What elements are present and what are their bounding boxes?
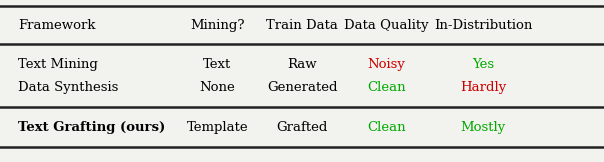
Text: Data Quality: Data Quality bbox=[344, 19, 429, 32]
Text: Data Synthesis: Data Synthesis bbox=[18, 81, 118, 94]
Text: Noisy: Noisy bbox=[368, 58, 405, 71]
Text: Clean: Clean bbox=[367, 81, 406, 94]
Text: Clean: Clean bbox=[367, 121, 406, 134]
Text: Template: Template bbox=[187, 121, 248, 134]
Text: Raw: Raw bbox=[287, 58, 317, 71]
Text: Text Grafting (ours): Text Grafting (ours) bbox=[18, 121, 165, 134]
Text: Train Data: Train Data bbox=[266, 19, 338, 32]
Text: Generated: Generated bbox=[267, 81, 337, 94]
Text: None: None bbox=[199, 81, 236, 94]
Text: In-Distribution: In-Distribution bbox=[434, 19, 532, 32]
Text: Text: Text bbox=[204, 58, 231, 71]
Text: Text Mining: Text Mining bbox=[18, 58, 98, 71]
Text: Mostly: Mostly bbox=[461, 121, 506, 134]
Text: Mining?: Mining? bbox=[190, 19, 245, 32]
Text: Framework: Framework bbox=[18, 19, 95, 32]
Text: Grafted: Grafted bbox=[276, 121, 328, 134]
Text: Yes: Yes bbox=[472, 58, 494, 71]
Text: Hardly: Hardly bbox=[460, 81, 506, 94]
